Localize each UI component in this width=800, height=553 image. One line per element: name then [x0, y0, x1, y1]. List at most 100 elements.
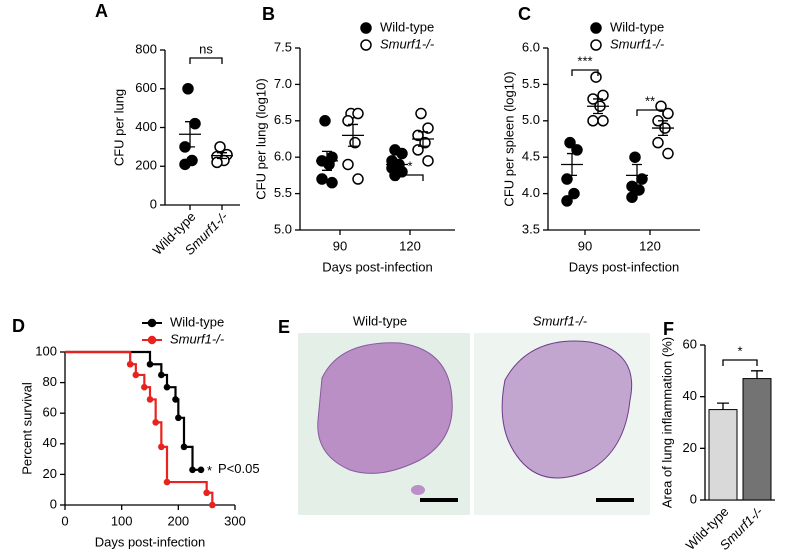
- error-bar: [632, 163, 642, 187]
- y-tick-label: 20: [43, 466, 57, 481]
- data-point: [189, 117, 201, 130]
- y-tick-label: 7.5: [274, 39, 292, 54]
- x-axis-label: Days post-infection: [569, 259, 680, 274]
- sig-label: ***: [577, 53, 592, 68]
- panel-label: F: [663, 319, 674, 339]
- y-tick-label: 0: [150, 196, 157, 211]
- event-marker: [152, 419, 159, 426]
- legend-label: Smurf1-/-: [170, 331, 225, 346]
- error-bar: [751, 370, 763, 379]
- data-point: [571, 144, 583, 156]
- y-tick-label: 7.0: [274, 76, 292, 91]
- bar: [708, 409, 738, 501]
- data-point: [564, 136, 576, 149]
- sig-bracket: [396, 174, 424, 181]
- data-point: [396, 147, 408, 160]
- legend-marker: [590, 22, 602, 34]
- event-marker: [180, 443, 188, 451]
- panel-label: D: [12, 316, 25, 336]
- data-point: [342, 115, 354, 127]
- data-point: [662, 107, 674, 120]
- tissue: [501, 340, 633, 479]
- event-marker: [163, 383, 171, 391]
- data-point: [561, 173, 573, 185]
- y-tick-label: 0: [690, 491, 697, 506]
- survival-line: [65, 350, 201, 471]
- sig-bracket: [636, 109, 664, 116]
- event-marker: [189, 466, 196, 474]
- data-point: [662, 147, 674, 160]
- sig-label: *: [207, 463, 212, 478]
- legend-label: Smurf1-/-: [380, 36, 435, 51]
- data-point: [561, 195, 573, 207]
- data-point: [590, 71, 602, 83]
- data-point: [211, 156, 223, 169]
- y-tick-label: 60: [683, 336, 697, 351]
- error-bar: [567, 152, 577, 177]
- survival-line: [65, 350, 214, 505]
- tissue: [317, 342, 453, 474]
- event-marker: [197, 466, 205, 474]
- x-tick-label: 100: [111, 513, 133, 528]
- event-marker: [146, 396, 154, 403]
- y-axis-label: CFU per lung: [111, 89, 126, 166]
- legend-marker: [147, 318, 157, 328]
- data-point: [179, 158, 191, 171]
- y-tick-label: 3.5: [522, 221, 540, 236]
- data-point: [422, 122, 434, 134]
- y-axis-label: Percent survival: [19, 382, 34, 475]
- error-bar: [322, 150, 332, 171]
- event-marker: [126, 360, 134, 368]
- y-tick-label: 40: [43, 435, 57, 450]
- error-bar: [418, 131, 428, 147]
- error-bar: [185, 121, 195, 148]
- event-marker: [146, 360, 154, 368]
- event-marker: [209, 501, 216, 509]
- legend-label: Wild-type: [610, 19, 664, 34]
- sig-label: **: [645, 93, 655, 108]
- event-marker: [175, 414, 182, 422]
- sig-bracket: [722, 359, 758, 366]
- y-tick-label: 5.5: [522, 76, 540, 91]
- legend-marker: [147, 335, 157, 345]
- event-marker: [172, 396, 179, 403]
- data-point: [352, 173, 364, 185]
- data-point: [597, 89, 609, 102]
- event-marker: [158, 371, 165, 379]
- panel-label: E: [278, 317, 290, 337]
- panel-label: A: [95, 1, 108, 21]
- tissue: [411, 485, 425, 495]
- legend-marker: [360, 39, 372, 51]
- data-point: [182, 83, 194, 95]
- y-tick-label: 6.5: [274, 112, 292, 127]
- error-bar: [717, 402, 729, 410]
- x-axis-label: Days post-infection: [322, 259, 433, 274]
- data-point: [316, 173, 328, 185]
- legend-marker: [360, 22, 372, 34]
- y-tick-label: 40: [683, 388, 697, 403]
- error-bar: [658, 120, 668, 137]
- y-tick-label: 800: [135, 41, 157, 56]
- y-tick-label: 5.0: [274, 221, 292, 236]
- event-marker: [163, 478, 171, 486]
- y-tick-label: 400: [135, 119, 157, 134]
- bar: [742, 378, 772, 501]
- error-bar: [348, 123, 358, 147]
- p-value: P<0.05: [218, 461, 260, 476]
- sig-bracket: [571, 69, 599, 76]
- error-bar: [593, 98, 603, 115]
- y-tick-label: 20: [683, 440, 697, 455]
- sig-label: *: [407, 158, 412, 173]
- y-tick-label: 6.0: [274, 149, 292, 164]
- y-tick-label: 60: [43, 405, 57, 420]
- y-tick-label: 100: [35, 343, 57, 358]
- y-tick-label: 200: [135, 158, 157, 173]
- x-tick-label: 0: [61, 513, 68, 528]
- image-title: Smurf1-/-: [533, 313, 588, 328]
- data-point: [352, 107, 364, 120]
- y-axis-label: CFU per spleen (log10): [501, 71, 516, 206]
- y-tick-label: 0: [50, 496, 57, 511]
- y-tick-label: 5.0: [522, 112, 540, 127]
- x-tick-label: 300: [224, 513, 246, 528]
